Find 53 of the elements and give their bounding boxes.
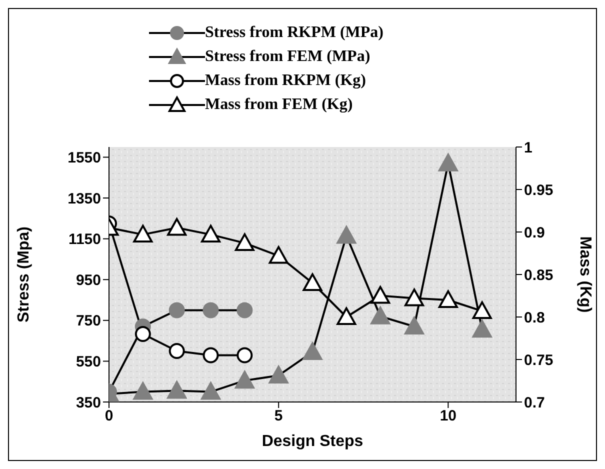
- x-tick-label: 10: [440, 408, 457, 425]
- point: [302, 273, 322, 291]
- point: [133, 382, 153, 400]
- point: [234, 233, 254, 252]
- point: [268, 246, 288, 264]
- y2-tick-label: 0.85: [524, 266, 554, 284]
- point: [302, 342, 322, 360]
- point: [168, 343, 185, 359]
- y2-tick-label: 0.8: [524, 309, 545, 326]
- point: [167, 218, 187, 236]
- point: [370, 306, 390, 324]
- x-tick-label: 5: [274, 408, 283, 425]
- point: [472, 320, 492, 338]
- y-tick-label: 1550: [68, 150, 101, 167]
- y2-tick-label: 0.75: [524, 352, 554, 369]
- point: [236, 347, 253, 364]
- legend-label: Stress from FEM (MPa): [205, 48, 370, 66]
- y-tick-label: 350: [76, 394, 101, 412]
- point: [404, 316, 424, 335]
- point: [404, 288, 424, 306]
- y-axis-title: Stress (Mpa): [16, 226, 33, 323]
- legend-label: Mass from RKPM (Kg): [205, 72, 366, 90]
- x-tick-label: 0: [104, 408, 114, 425]
- point: [202, 347, 219, 364]
- point: [134, 326, 151, 342]
- point: [370, 286, 390, 304]
- point: [336, 307, 356, 325]
- point: [201, 382, 220, 400]
- x-axis-title: Design Steps: [262, 433, 364, 450]
- y2-tick-label: 0.9: [524, 224, 545, 242]
- point: [472, 301, 492, 320]
- point: [202, 302, 219, 318]
- y2-axis-title: Mass (Kg): [576, 236, 594, 313]
- point: [201, 224, 220, 243]
- y2-tick-label: 0.95: [524, 182, 554, 199]
- point: [438, 154, 458, 172]
- y-tick-label: 750: [76, 312, 101, 330]
- point: [438, 290, 458, 308]
- legend-label: Stress from RKPM (MPa): [205, 24, 384, 42]
- point: [234, 370, 254, 389]
- y-tick-label: 1350: [68, 190, 101, 208]
- y2-tick-label: 0.7: [524, 394, 545, 412]
- point: [268, 366, 288, 384]
- y-tick-label: 1150: [68, 231, 101, 248]
- point: [236, 302, 253, 318]
- y-tick-label: 550: [76, 354, 101, 371]
- y-tick-label: 950: [76, 272, 101, 289]
- point: [336, 226, 356, 244]
- point: [133, 224, 153, 243]
- legend-label: Mass from FEM (Kg): [205, 96, 353, 114]
- point: [168, 302, 185, 318]
- y2-tick-label: 1: [524, 139, 532, 156]
- point: [167, 381, 187, 399]
